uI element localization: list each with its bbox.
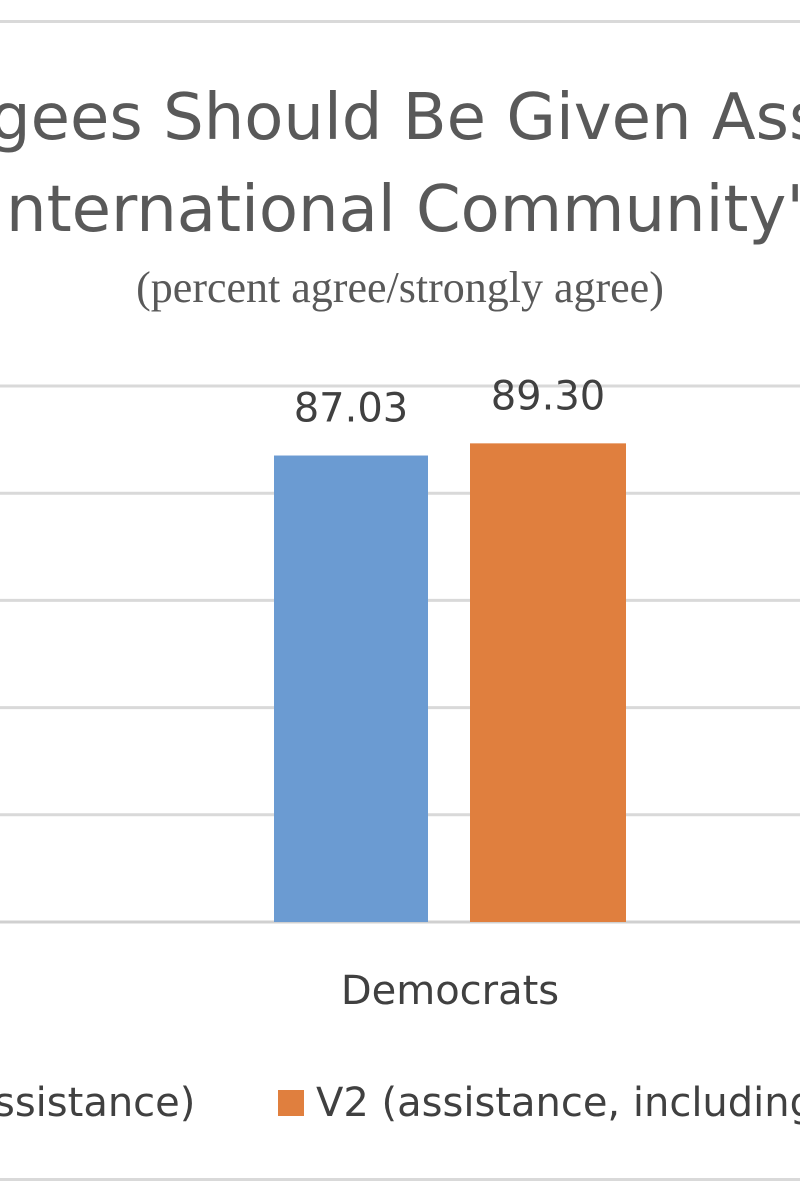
legend-item-v1: ssistance): [0, 1080, 195, 1126]
category-label: Democrats: [341, 968, 559, 1014]
chart-subtitle: (percent agree/strongly agree): [136, 263, 664, 312]
legend-swatch-v2: [278, 1090, 304, 1116]
title-line-1: gees Should Be Given Ass: [0, 81, 800, 155]
legend-label-v1: ssistance): [0, 1080, 196, 1126]
legend: ssistance) V2 (assistance, including: [0, 1080, 800, 1130]
bar-series-2: [470, 443, 626, 922]
top-border: [0, 20, 800, 23]
legend-label-v2: V2 (assistance, including: [316, 1080, 800, 1126]
data-label-series-1: 87.03: [294, 386, 409, 432]
bar-series-1: [274, 455, 428, 922]
bottom-border: [0, 1178, 800, 1181]
legend-item-v2: V2 (assistance, including: [278, 1080, 800, 1126]
title-line-2: nternational Community": [6, 173, 800, 247]
data-label-series-2: 89.30: [491, 373, 606, 419]
